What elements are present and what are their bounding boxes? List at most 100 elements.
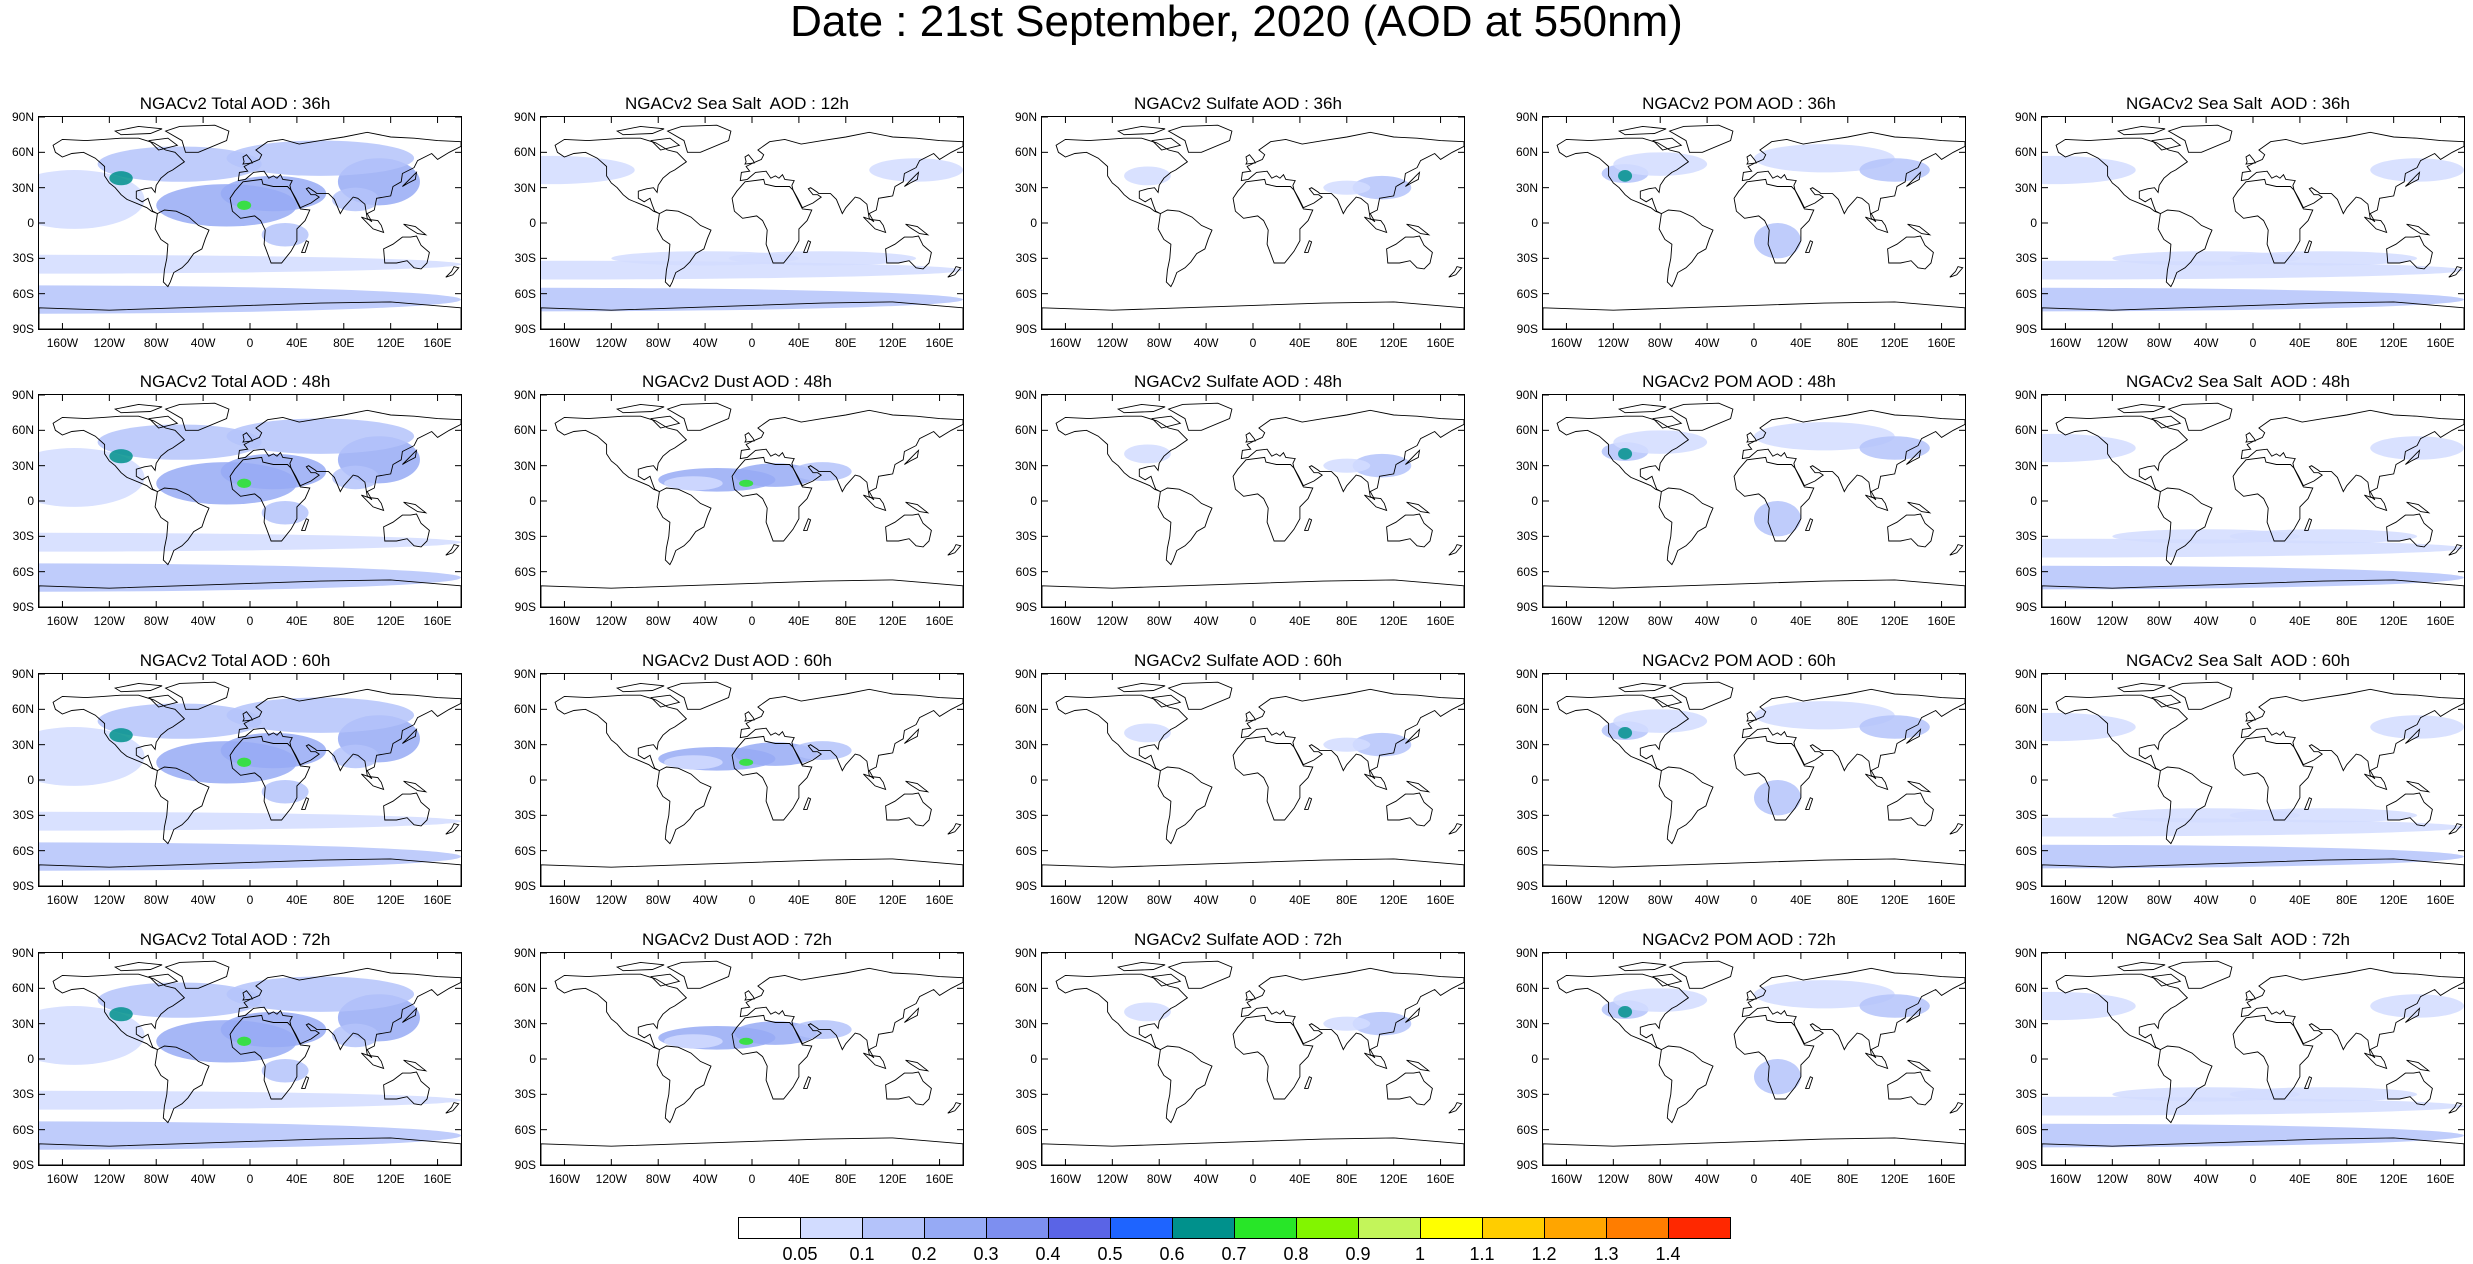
coastline-outline [2055, 973, 2189, 1051]
coastline-outline [1151, 694, 1182, 708]
coastline-outline [1668, 402, 1734, 431]
lat-tick-label: 90S [514, 322, 536, 336]
lon-tick-label: 80W [143, 1172, 169, 1186]
coastline-outline [154, 209, 210, 288]
lon-tick-label: 0 [246, 1172, 254, 1186]
colorbar-swatch [1234, 1217, 1297, 1239]
lon-tick-label: 120E [2379, 1172, 2408, 1186]
lon-tick-label: 160E [1426, 614, 1455, 628]
lon-tick-label: 40E [788, 1172, 810, 1186]
coastline-outline [2303, 1076, 2313, 1089]
aod-field [1124, 444, 1412, 478]
coastline-outline [731, 178, 813, 264]
lat-tick-label: 90N [513, 388, 536, 402]
lat-tick-label: 0 [2030, 773, 2037, 787]
aod-contour-region [664, 755, 723, 770]
coastline-outline [1405, 728, 1421, 744]
aod-contour-region [541, 260, 963, 280]
colorbar-label: 0.1 [849, 1244, 875, 1264]
coastline-outline [885, 1071, 932, 1106]
panel-title: NGACv2 POM AOD : 72h [1642, 930, 1836, 949]
lon-tick-label: 160W [46, 336, 79, 350]
coastline-outline [1240, 688, 1464, 780]
lon-tick-label: 160E [1927, 336, 1956, 350]
coastline-outline [739, 967, 963, 1059]
lat-tick-label: 90S [1516, 600, 1538, 614]
coastline-outline [1668, 681, 1734, 710]
lat-tick-label: 30N [2014, 737, 2037, 752]
aod-contour-region [2229, 1087, 2418, 1102]
axis-ticks [1042, 953, 1464, 1165]
coastline-outline [2448, 266, 2463, 278]
coastline-outline [242, 432, 253, 443]
map-panel: NGACv2 Sea Salt AOD : 72h 90N 60N 30N 0 30S 60… [2003, 930, 2473, 1198]
coastline-outline [1804, 518, 1814, 531]
aod-contour-region [97, 982, 262, 1018]
lon-tick-label: 40W [190, 614, 216, 628]
aod-contour-region [739, 1037, 754, 1045]
coastline-outline [1116, 682, 1166, 693]
lat-tick-label: 90N [2014, 110, 2037, 124]
aod-contour-region [332, 1023, 379, 1048]
coastline-outline [52, 137, 186, 215]
coastline-outline [1116, 125, 1166, 136]
lon-tick-label: 120E [878, 1172, 907, 1186]
aod-field [2042, 991, 2464, 1148]
lat-tick-label: 90N [1515, 667, 1538, 681]
axis-ticks [1543, 953, 1965, 1165]
aod-contour-region [1352, 1011, 1412, 1036]
lon-tick-label: 120E [878, 614, 907, 628]
panel-title: NGACv2 Sea Salt AOD : 36h [2126, 94, 2350, 113]
lat-tick-label: 90N [513, 110, 536, 124]
lat-tick-label: 60S [1015, 843, 1037, 858]
lat-tick-label: 30S [12, 808, 34, 823]
lat-tick-label: 30N [11, 458, 34, 473]
colorbar-label: 0.05 [782, 1244, 818, 1264]
lon-tick-label: 120E [1379, 336, 1408, 350]
lat-tick-label: 0 [1030, 773, 1037, 787]
coastline-outline [2245, 990, 2256, 1001]
coastline-outline [904, 449, 920, 465]
lon-tick-label: 80W [1146, 1172, 1172, 1186]
lon-tick-label: 0 [1249, 893, 1257, 907]
aod-contour-region [1859, 158, 1930, 182]
panel-title: NGACv2 Total AOD : 72h [139, 930, 331, 949]
coastline-outline [229, 456, 311, 542]
lat-tick-label: 90S [514, 879, 536, 893]
lat-tick-label: 90S [514, 600, 536, 614]
aod-contour-region [1859, 715, 1930, 739]
lat-tick-label: 0 [27, 216, 34, 230]
aod-contour-region [728, 251, 917, 266]
lon-tick-label: 120W [595, 336, 627, 350]
lon-tick-label: 120W [1096, 336, 1128, 350]
lon-tick-label: 160E [925, 614, 954, 628]
lat-tick-label: 0 [1030, 216, 1037, 230]
coastline-outline [1652, 415, 1683, 429]
coastline-outline [1658, 766, 1714, 845]
lat-tick-label: 0 [27, 1052, 34, 1066]
coastline-outline [2405, 449, 2421, 465]
coastline-outline [229, 178, 311, 264]
coastline-outline [1652, 694, 1683, 708]
lon-tick-label: 80W [143, 614, 169, 628]
lon-tick-label: 160E [1426, 1172, 1455, 1186]
lon-tick-label: 80E [2336, 893, 2358, 907]
coastline-outline [1167, 402, 1233, 431]
coastline-outline [154, 487, 210, 566]
coastline-outline [52, 694, 186, 772]
coastline-outline [164, 124, 230, 153]
coastline-outline [554, 137, 688, 215]
panel-title: NGACv2 Dust AOD : 60h [642, 651, 832, 670]
lon-tick-label: 80E [1336, 614, 1358, 628]
coastline-outline [148, 415, 179, 429]
lon-tick-label: 40W [1694, 614, 1720, 628]
coastline-outline [615, 125, 665, 136]
lon-tick-label: 0 [1750, 1172, 1758, 1186]
aod-contour-region [1124, 723, 1171, 743]
coastline-outline [2151, 973, 2182, 987]
coastline-outline [1543, 579, 1965, 607]
world-map [540, 394, 964, 608]
lon-tick-label: 40W [1193, 893, 1219, 907]
coastline-outline [2232, 1014, 2314, 1100]
lon-tick-label: 80E [333, 893, 355, 907]
